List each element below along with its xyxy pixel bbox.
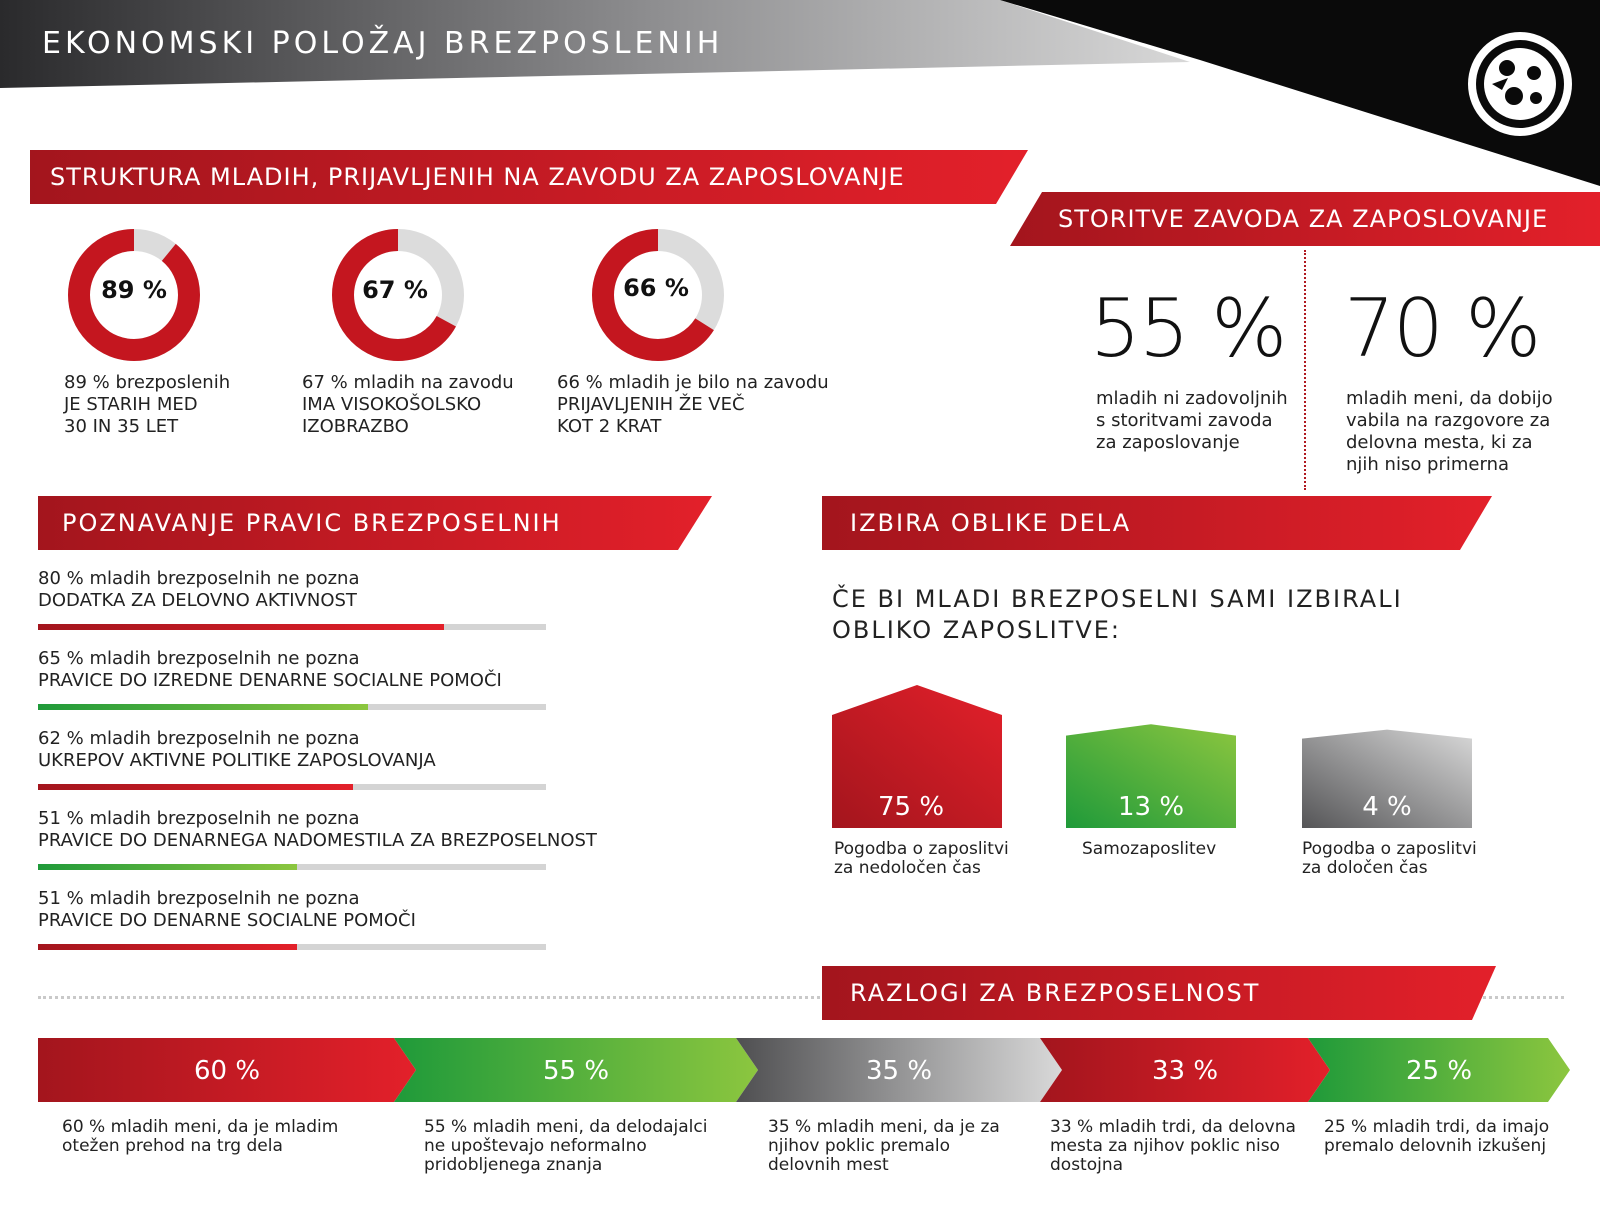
rights-item-line1: 51 % mladih brezposelnih ne pozna bbox=[38, 808, 360, 829]
rights-bar-track bbox=[38, 784, 546, 790]
rights-bar-fill bbox=[38, 944, 298, 950]
services-stat-2-value: 70 % bbox=[1344, 282, 1541, 375]
donut-label-3: 66 % bbox=[623, 274, 689, 302]
donut-label-1: 89 % bbox=[101, 276, 167, 304]
house-bar-3 bbox=[1302, 729, 1472, 828]
donut-label-2: 67 % bbox=[362, 276, 428, 304]
rights-item-line2: PRAVICE DO IZREDNE DENARNE SOCIALNE POMO… bbox=[38, 670, 502, 691]
structure-title: STRUKTURA MLADIH, PRIJAVLJENIH NA ZAVODU… bbox=[50, 163, 905, 191]
structure-banner-bg bbox=[30, 150, 1028, 204]
reasons-title: RAZLOGI ZA BREZPOSELNOST bbox=[850, 979, 1261, 1007]
house-label-2: 13 % bbox=[1117, 792, 1185, 822]
reason-arrow-4 bbox=[1040, 1038, 1330, 1102]
house-label-3: 4 % bbox=[1362, 792, 1412, 822]
donut-arc-3 bbox=[592, 229, 724, 361]
reason-arrow-5 bbox=[1308, 1038, 1570, 1102]
sindikat-logo bbox=[1468, 32, 1572, 136]
rights-item-text: 62 % mladih brezposelnih ne pozna UKREPOV… bbox=[38, 728, 436, 772]
workform-question: ČE BI MLADI BREZPOSELNI SAMI IZBIRALI OB… bbox=[832, 585, 1403, 644]
reason-caption-3: 35 % mladih meni, da je za njihov poklic … bbox=[768, 1117, 1000, 1175]
rights-item-line2: UKREPOV AKTIVNE POLITIKE ZAPOSLOVANJA bbox=[38, 750, 436, 771]
rights-item-line1: 51 % mladih brezposelnih ne pozna bbox=[38, 888, 360, 909]
rights-item-text: 80 % mladih brezposelnih ne pozna DODATKA… bbox=[38, 568, 360, 612]
house-chart-area bbox=[832, 685, 1472, 828]
rights-item-text: 51 % mladih brezposelnih ne pozna PRAVICE… bbox=[38, 808, 597, 852]
page-title: EKONOMSKI POLOŽAJ BREZPOSLENIH bbox=[42, 26, 724, 61]
donut-caption-1: 89 % brezposlenih JE STARIH MED 30 IN 35… bbox=[64, 372, 231, 437]
rights-item-line2: DODATKA ZA DELOVNO AKTIVNOST bbox=[38, 590, 357, 611]
reason-arrow-3 bbox=[736, 1038, 1062, 1102]
rights-bar-fill bbox=[38, 704, 369, 710]
rights-item-text: 51 % mladih brezposelnih ne pozna PRAVICE… bbox=[38, 888, 416, 932]
reason-label-1: 60 % bbox=[193, 1056, 261, 1086]
services-banner-bg bbox=[1010, 192, 1600, 246]
header-background bbox=[0, 0, 1600, 186]
reason-label-3: 35 % bbox=[865, 1056, 933, 1086]
rights-item-line2: PRAVICE DO DENARNEGA NADOMESTILA ZA BREZ… bbox=[38, 830, 597, 851]
rights-item-line1: 62 % mladih brezposelnih ne pozna bbox=[38, 728, 360, 749]
reason-caption-5: 25 % mladih trdi, da imajo premalo delovn… bbox=[1324, 1117, 1550, 1156]
donut-caption-3: 66 % mladih je bilo na zavodu PRIJAVLJEN… bbox=[557, 372, 829, 437]
house-caption-2: Samozaposlitev bbox=[1082, 839, 1217, 859]
workform-title: IZBIRA OBLIKE DELA bbox=[850, 509, 1132, 537]
reason-arrow-1 bbox=[38, 1038, 416, 1102]
donut-arc-2 bbox=[332, 229, 464, 361]
rights-bar-track bbox=[38, 704, 546, 710]
services-stat-2-caption: mladih meni, da dobijo vabila na razgovo… bbox=[1346, 388, 1553, 475]
rights-bar-track bbox=[38, 624, 546, 630]
rights-bar-fill bbox=[38, 864, 298, 870]
reason-label-2: 55 % bbox=[542, 1056, 610, 1086]
reason-label-5: 25 % bbox=[1405, 1056, 1473, 1086]
rights-bar-fill bbox=[38, 624, 445, 630]
house-caption-3: Pogodba o zaposlitvi za določen čas bbox=[1302, 839, 1477, 878]
house-label-1: 75 % bbox=[877, 792, 945, 822]
services-title: STORITVE ZAVODA ZA ZAPOSLOVANJE bbox=[1058, 205, 1549, 233]
reason-label-4: 33 % bbox=[1151, 1056, 1219, 1086]
donut-caption-2: 67 % mladih na zavodu IMA VISOKOŠOLSKO I… bbox=[302, 372, 514, 437]
services-stat-1-caption: mladih ni zadovoljnih s storitvami zavod… bbox=[1096, 388, 1288, 453]
reason-caption-4: 33 % mladih trdi, da delovna mesta za nji… bbox=[1050, 1117, 1296, 1175]
reason-arrow-2 bbox=[394, 1038, 758, 1102]
reasons-chart-area bbox=[38, 1038, 1570, 1102]
rights-item-line2: PRAVICE DO DENARNE SOCIALNE POMOČI bbox=[38, 910, 416, 931]
reasons-banner-bg bbox=[822, 966, 1496, 1020]
services-stat-1-value: 55 % bbox=[1090, 282, 1287, 375]
rights-item-line1: 65 % mladih brezposelnih ne pozna bbox=[38, 648, 360, 669]
reasons-divider bbox=[38, 996, 1564, 999]
rights-banner-bg bbox=[38, 496, 712, 550]
donut-arc-1 bbox=[68, 229, 200, 361]
rights-bar-fill bbox=[38, 784, 353, 790]
services-divider bbox=[1304, 250, 1306, 490]
house-bar-1 bbox=[832, 685, 1002, 828]
reason-caption-2: 55 % mladih meni, da delodajalci ne upošt… bbox=[424, 1117, 708, 1175]
house-bar-2 bbox=[1066, 724, 1236, 828]
rights-item-line1: 80 % mladih brezposelnih ne pozna bbox=[38, 568, 360, 589]
rights-bar-track bbox=[38, 864, 546, 870]
rights-title: POZNAVANJE PRAVIC BREZPOSELNIH bbox=[62, 509, 562, 537]
rights-item-text: 65 % mladih brezposelnih ne pozna PRAVICE… bbox=[38, 648, 502, 692]
house-caption-1: Pogodba o zaposlitvi za nedoločen čas bbox=[834, 839, 1009, 878]
reason-caption-1: 60 % mladih meni, da je mladim otežen pre… bbox=[62, 1117, 339, 1156]
workform-banner-bg bbox=[822, 496, 1492, 550]
donut-chart-area bbox=[68, 229, 724, 361]
rights-bar-track bbox=[38, 944, 546, 950]
